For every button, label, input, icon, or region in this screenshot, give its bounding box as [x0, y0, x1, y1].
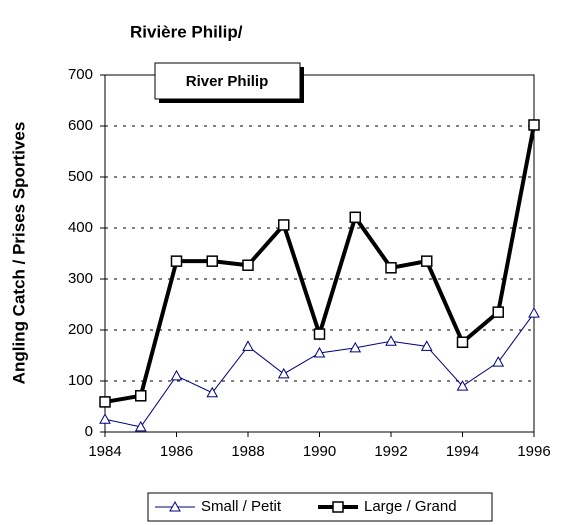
inset-box: [154, 62, 301, 100]
y-tick-label: 600: [68, 117, 93, 134]
point: [385, 262, 397, 274]
legend-label: Small / Petit: [201, 498, 282, 515]
point: [135, 390, 147, 402]
point: [492, 356, 505, 367]
y-tick-label: 400: [68, 219, 93, 236]
point: [420, 340, 433, 351]
y-tick-label: 200: [68, 321, 93, 338]
y-tick-label: 500: [68, 168, 93, 185]
point: [242, 259, 254, 271]
x-tick-label: 1994: [446, 443, 479, 460]
point: [278, 219, 290, 231]
chart-title: Rivière Philip/: [130, 22, 243, 41]
y-axis-label: Angling Catch / Prises Sportives: [9, 122, 28, 385]
legend-marker: [169, 500, 181, 512]
point: [134, 420, 147, 432]
point: [349, 341, 362, 353]
y-tick-label: 0: [85, 423, 93, 440]
point: [206, 386, 219, 398]
point: [313, 328, 326, 340]
point: [456, 336, 469, 348]
x-tick-label: 1984: [88, 443, 121, 460]
point: [99, 396, 111, 408]
point: [313, 346, 326, 358]
point: [528, 307, 540, 318]
inset-title: River Philip: [186, 73, 269, 90]
legend-marker: [332, 501, 344, 513]
point: [242, 340, 254, 351]
point: [528, 119, 540, 131]
point: [492, 306, 504, 318]
series-line: [104, 124, 536, 404]
y-tick-label: 100: [68, 372, 93, 389]
x-tick-label: 1986: [160, 443, 193, 460]
point: [456, 380, 469, 391]
point: [385, 335, 397, 346]
y-tick-label: 700: [68, 66, 93, 83]
x-tick-label: 1992: [374, 443, 407, 460]
x-tick-label: 1990: [303, 443, 336, 460]
point: [206, 255, 218, 267]
y-tick-label: 300: [68, 270, 93, 287]
point: [277, 367, 290, 379]
x-tick-label: 1996: [517, 443, 550, 460]
point: [99, 413, 111, 424]
point: [170, 369, 183, 381]
x-tick-label: 1988: [231, 443, 264, 460]
plot-frame: [104, 74, 535, 433]
point: [349, 211, 361, 224]
point: [170, 255, 183, 267]
legend-label: Large / Grand: [364, 498, 457, 515]
point: [421, 255, 433, 267]
